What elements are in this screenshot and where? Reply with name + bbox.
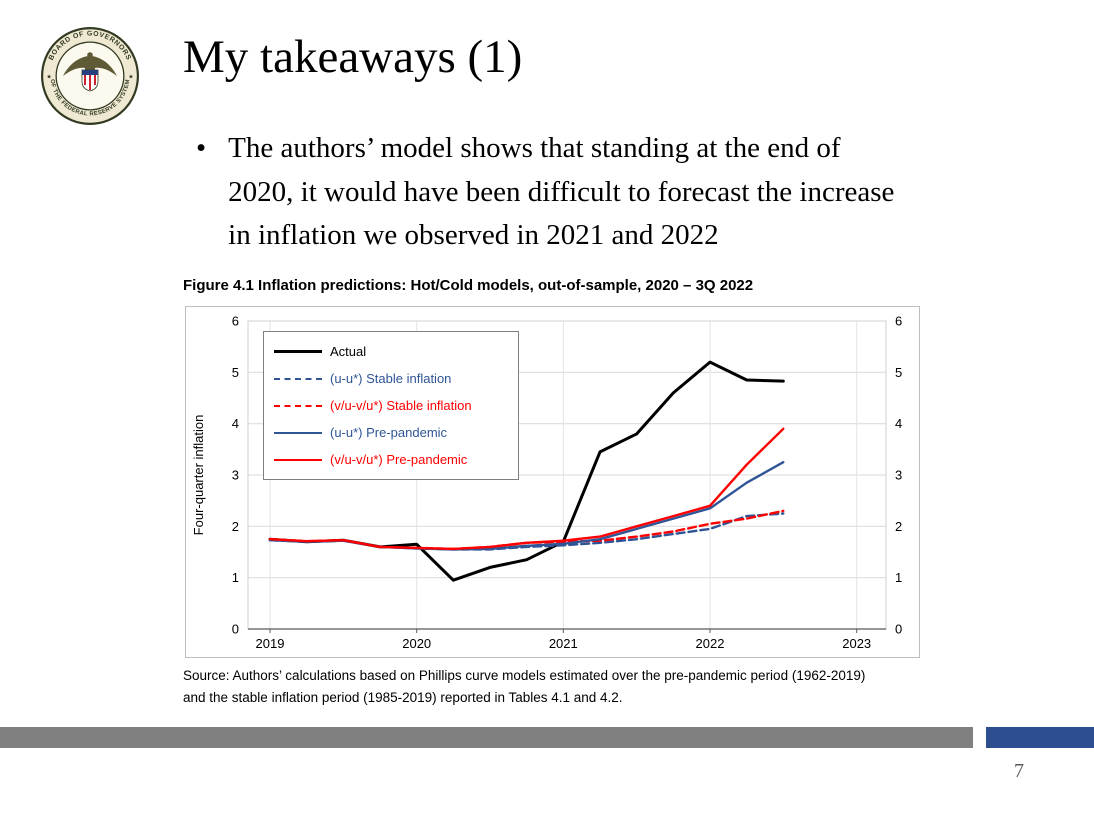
legend-item: (v/u-v/u*) Stable inflation (274, 395, 508, 416)
bullet-marker: • (196, 132, 207, 164)
y-tick-label-left: 4 (232, 416, 239, 431)
shield-chief (82, 70, 98, 75)
federal-reserve-seal: BOARD OF GOVERNORS OF THE FEDERAL RESERV… (41, 27, 139, 125)
legend-label: (v/u-v/u*) Stable inflation (330, 398, 472, 413)
bullet-text: The authors’ model shows that standing a… (228, 127, 894, 258)
legend-line-sample (274, 404, 322, 407)
x-tick-label: 2023 (842, 636, 871, 651)
x-tick-label: 2022 (696, 636, 725, 651)
figure-title: Figure 4.1 Inflation predictions: Hot/Co… (183, 277, 754, 294)
legend-label: (u-u*) Stable inflation (330, 371, 452, 386)
y-tick-label-left: 6 (232, 314, 239, 329)
legend-label: (v/u-v/u*) Pre-pandemic (330, 452, 468, 467)
y-axis-title: Four-quarter inflation (191, 415, 206, 536)
figure-source: Source: Authors’ calculations based on P… (183, 665, 865, 708)
y-tick-label-right: 2 (895, 519, 902, 534)
x-tick-label: 2021 (549, 636, 578, 651)
legend-line-sample (274, 377, 322, 380)
footer-bar-gray (0, 727, 973, 748)
page-number: 7 (1014, 760, 1024, 782)
footer-bar-blue (986, 727, 1094, 748)
legend-label: Actual (330, 344, 367, 359)
series-line-u-u-stable-inflation (268, 512, 785, 551)
y-tick-label-left: 3 (232, 468, 239, 483)
bullet-line-3: in inflation we observed in 2021 and 202… (228, 219, 719, 251)
seal-star-left: ★ (46, 74, 51, 81)
seal-star-right: ★ (128, 74, 133, 81)
y-tick-label-right: 6 (895, 314, 902, 329)
bullet-point: • The authors’ model shows that standing… (196, 127, 1080, 258)
x-tick-label: 2019 (256, 636, 285, 651)
y-tick-label-left: 1 (232, 570, 239, 585)
series-line-v-u-v-u-pre-pandemic (268, 427, 785, 551)
legend-item: (u-u*) Stable inflation (274, 368, 508, 389)
source-line-1: Source: Authors’ calculations based on P… (183, 668, 866, 683)
legend-line-sample (274, 431, 322, 434)
legend-line-sample (274, 350, 322, 353)
y-tick-label-right: 0 (895, 622, 902, 637)
x-tick-label: 2020 (402, 636, 431, 651)
bullet-line-1: The authors’ model shows that standing a… (228, 132, 841, 164)
y-tick-label-right: 1 (895, 570, 902, 585)
eagle-wings (63, 56, 117, 78)
legend-item: (v/u-v/u*) Pre-pandemic (274, 449, 508, 470)
eagle-head (87, 52, 93, 58)
y-tick-label-left: 2 (232, 519, 239, 534)
slide-title: My takeaways (1) (183, 31, 523, 83)
shield-stripe (94, 75, 96, 85)
y-tick-label-left: 5 (232, 365, 239, 380)
bullet-line-2: 2020, it would have been difficult to fo… (228, 175, 895, 208)
chart-legend: Actual (u-u*) Stable inflation (v/u-v/u*) … (263, 331, 519, 480)
eagle-emblem (63, 52, 117, 92)
shield-stripe (84, 75, 86, 85)
y-tick-label-right: 5 (895, 365, 902, 380)
legend-item: Actual (274, 341, 508, 362)
shield-stripe (89, 75, 91, 90)
y-tick-label-left: 0 (232, 622, 239, 637)
y-tick-label-right: 3 (895, 468, 902, 483)
legend-item: (u-u*) Pre-pandemic (274, 422, 508, 443)
legend-label: (u-u*) Pre-pandemic (330, 425, 448, 440)
inflation-chart: 0 0 1 1 2 2 3 3 4 4 5 5 6 6 2019 2020 2021 2022 2023 Four-q… (185, 306, 920, 658)
source-line-2: and the stable inflation period (1985-20… (183, 689, 623, 705)
legend-line-sample (274, 458, 322, 461)
y-tick-label-right: 4 (895, 416, 902, 431)
